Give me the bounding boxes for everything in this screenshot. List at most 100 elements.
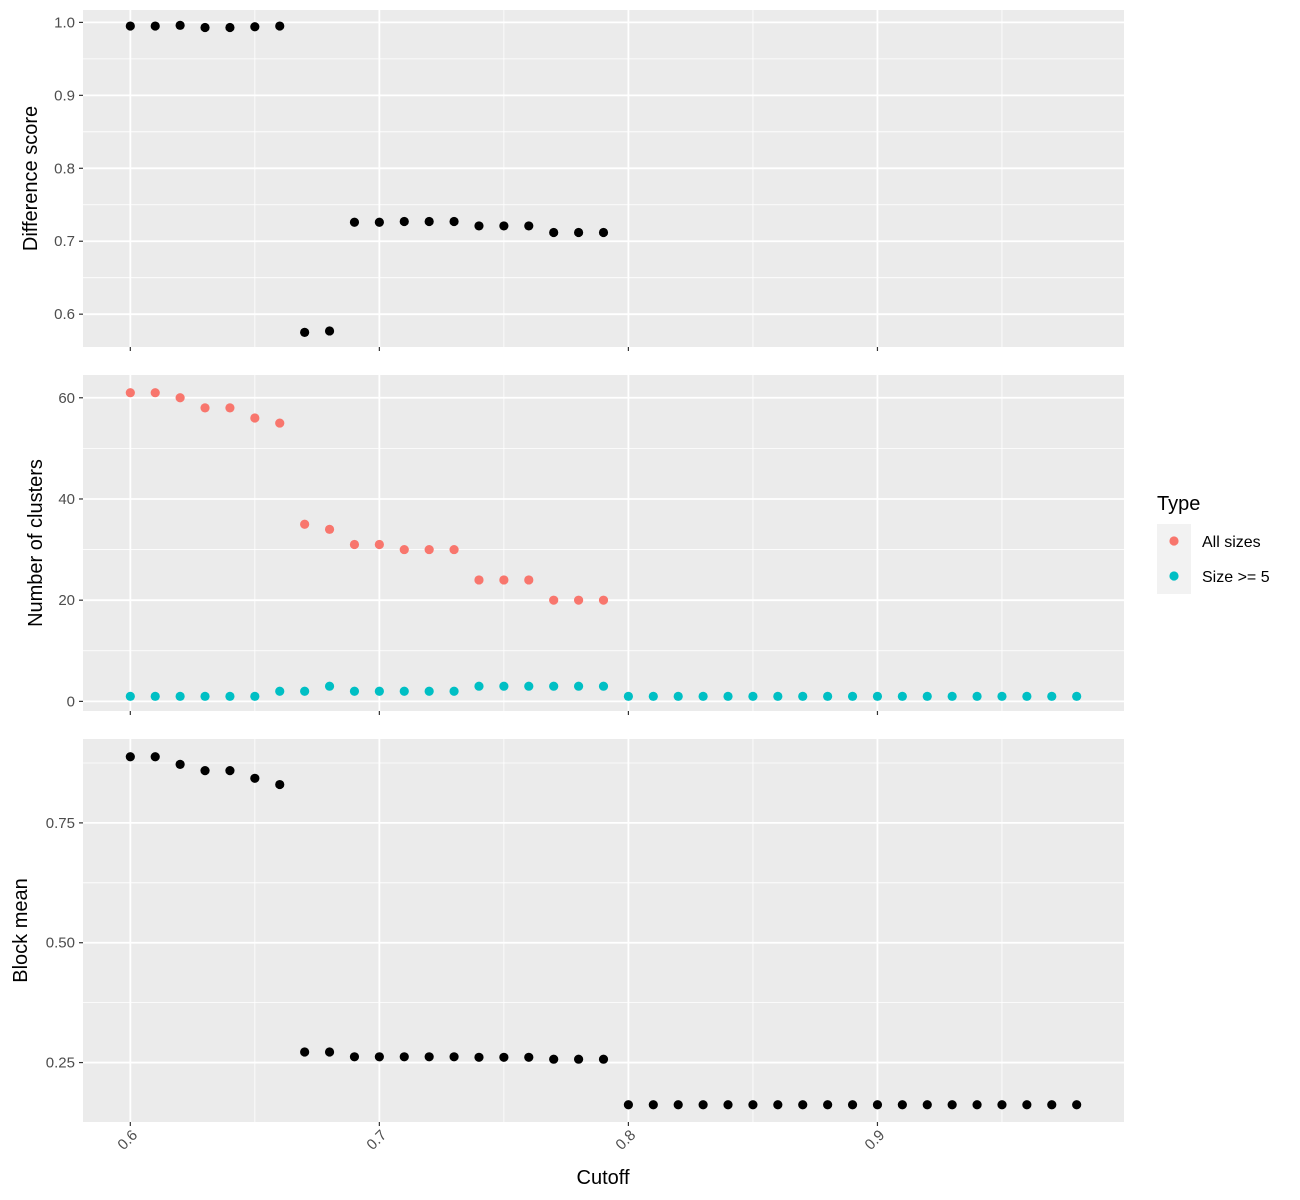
y-axis-title: Block mean (10, 878, 32, 983)
series-size-5 (125, 681, 1082, 701)
x-axis-title: Cutoff (577, 1167, 630, 1189)
data-point (573, 681, 584, 691)
data-point (300, 1047, 310, 1057)
data-point (200, 403, 210, 413)
data-point (648, 1100, 658, 1110)
data-point (349, 217, 360, 227)
data-point (474, 575, 484, 585)
data-point (225, 691, 235, 701)
data-point (723, 691, 733, 701)
data-point (872, 691, 883, 701)
data-point (300, 519, 310, 529)
data-point (823, 691, 833, 701)
data-point (698, 1100, 708, 1110)
data-point (549, 1054, 559, 1064)
data-point (773, 1100, 783, 1110)
data-point (449, 686, 459, 696)
data-point (200, 766, 210, 776)
data-point (997, 1100, 1007, 1110)
data-point (847, 1100, 858, 1110)
data-point (175, 20, 185, 30)
data-point (150, 21, 160, 31)
data-point (1047, 691, 1057, 701)
data-point (997, 691, 1007, 701)
series-points (125, 752, 1082, 1110)
data-point (499, 681, 509, 691)
data-point (922, 691, 932, 701)
data-point (947, 1100, 957, 1110)
data-point (922, 1100, 932, 1110)
data-point (399, 544, 409, 555)
legend-entries: All sizes Size >= 5 (1157, 524, 1270, 594)
data-point (374, 686, 384, 696)
data-point (250, 413, 260, 423)
panel-3: 0.25 0.50 0.75 Block mean (10, 739, 1124, 1126)
data-point (598, 227, 609, 238)
data-point (723, 1100, 733, 1110)
data-point (150, 388, 160, 398)
legend-label: All sizes (1202, 534, 1261, 551)
data-point (449, 216, 459, 227)
data-point (573, 1054, 584, 1064)
data-point (623, 691, 634, 701)
data-point (798, 1100, 808, 1110)
data-point (275, 21, 285, 31)
legend-label: Size >= 5 (1202, 569, 1270, 586)
data-point (549, 227, 559, 238)
data-point (399, 216, 409, 227)
data-point (225, 766, 235, 776)
data-point (673, 1100, 683, 1110)
data-point (573, 595, 584, 605)
data-point (225, 403, 235, 413)
data-point (275, 779, 285, 790)
data-point (449, 1052, 459, 1062)
data-point (598, 1054, 609, 1064)
series-points (125, 20, 609, 338)
data-point (250, 22, 260, 32)
data-point (349, 686, 360, 696)
data-point (748, 1100, 758, 1110)
data-point (573, 227, 584, 238)
data-point (324, 524, 335, 534)
data-point (250, 773, 260, 783)
data-point (324, 1047, 335, 1057)
data-point (399, 686, 409, 696)
panels-layer: 0.6 0.7 0.8 0.9 1.0 Difference score 0 20 40 60 Nu… (10, 10, 1124, 1154)
y-tick-label: 60 (58, 390, 75, 407)
data-point (275, 686, 285, 696)
data-point (1022, 691, 1032, 701)
panel-background (83, 10, 1124, 347)
data-point (225, 22, 235, 33)
legend-key (1169, 536, 1179, 546)
data-point (897, 691, 907, 701)
data-point (125, 691, 135, 701)
data-point (424, 544, 434, 555)
legend-title: Type (1157, 493, 1200, 515)
y-tick-label: 0.75 (46, 815, 75, 832)
data-point (200, 691, 210, 701)
data-point (773, 691, 783, 701)
data-point (823, 1100, 833, 1110)
data-point (499, 221, 509, 231)
data-point (324, 326, 335, 336)
data-point (349, 539, 360, 550)
data-point (150, 752, 160, 762)
data-point (847, 691, 858, 701)
legend: Type All sizes Size >= 5 (1157, 493, 1270, 594)
data-point (300, 686, 310, 696)
data-point (972, 691, 982, 701)
y-tick-label: 40 (58, 491, 75, 508)
data-point (947, 691, 957, 701)
panel-2: 0 20 40 60 Number of clusters (25, 375, 1124, 715)
legend-key (1169, 571, 1179, 581)
y-tick-label: 0.25 (46, 1055, 75, 1072)
data-point (648, 691, 658, 701)
data-point (499, 575, 509, 585)
data-point (175, 393, 185, 403)
data-point (449, 544, 459, 555)
data-point (897, 1100, 907, 1110)
data-point (275, 418, 285, 428)
y-tick-label: 0.7 (54, 233, 75, 250)
data-point (499, 1052, 509, 1062)
